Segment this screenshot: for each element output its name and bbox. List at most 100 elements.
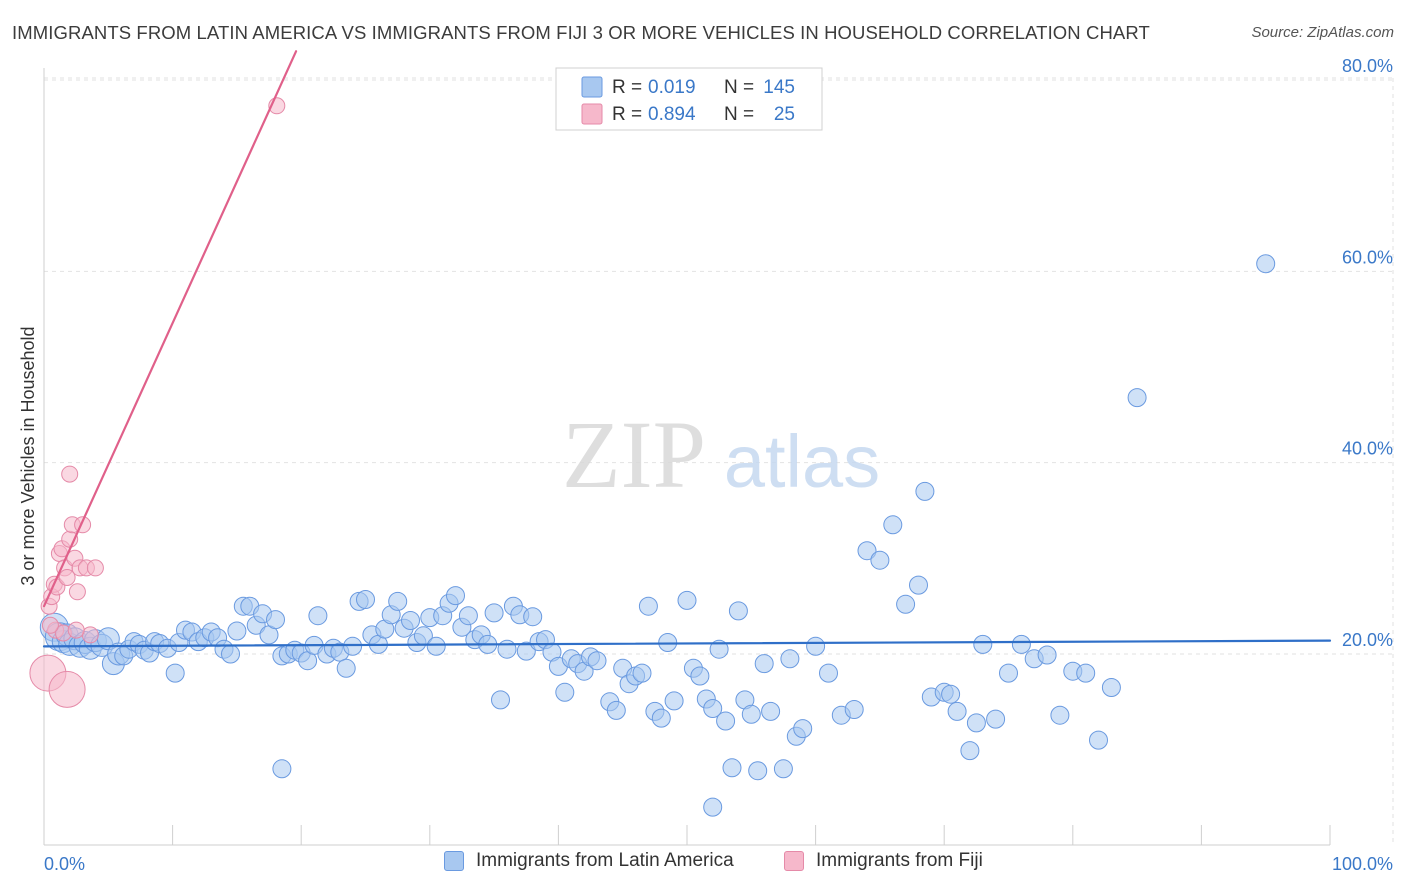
axes	[43, 68, 1331, 846]
point-latin-america-119	[806, 636, 826, 656]
stats-r-label-latin: R =	[612, 77, 642, 98]
point-latin-america-89	[587, 651, 607, 671]
point-latin-america-143	[1089, 730, 1108, 750]
point-latin-america-67	[446, 586, 465, 606]
legend-swatch-fiji	[784, 851, 804, 871]
stats-r-label-fiji: R =	[612, 104, 642, 125]
point-fiji-21	[67, 621, 85, 639]
point-latin-america-140	[1050, 705, 1070, 725]
y-tick-label-40: 40.0%	[1342, 439, 1393, 459]
point-fiji-8	[58, 569, 76, 586]
point-latin-america-125	[883, 515, 903, 535]
point-latin-america-132	[947, 701, 967, 721]
point-latin-america-106	[709, 639, 729, 659]
x-tick-label-0: 0.0%	[44, 854, 85, 874]
point-latin-america-46	[308, 606, 328, 626]
point-latin-america-64	[426, 636, 446, 656]
point-latin-america-50	[336, 658, 356, 678]
point-latin-america-51	[343, 636, 363, 656]
y-tick-label-60: 60.0%	[1342, 247, 1393, 267]
point-latin-america-75	[497, 639, 517, 659]
point-latin-america-103	[690, 666, 710, 686]
point-fiji-22	[48, 670, 86, 708]
y-tick-labels: 20.0% 40.0% 60.0% 80.0%	[1342, 56, 1393, 650]
point-latin-america-60	[401, 611, 420, 630]
point-latin-america-23	[165, 663, 185, 683]
point-latin-america-139	[1037, 645, 1057, 665]
point-latin-america-122	[844, 700, 864, 719]
point-latin-america-91	[606, 700, 626, 720]
point-latin-america-78	[516, 641, 536, 661]
point-latin-america-100	[664, 691, 684, 711]
point-latin-america-147	[703, 797, 723, 817]
point-latin-america-74	[491, 690, 510, 710]
point-latin-america-79	[523, 607, 543, 627]
legend-label-fiji: Immigrants from Fiji	[816, 850, 983, 871]
point-latin-america-123	[857, 541, 877, 561]
point-fiji-16	[81, 626, 99, 644]
trend-line-latin-america	[42, 639, 1332, 648]
point-latin-america-126	[896, 594, 916, 614]
stats-n-label-fiji: N =	[724, 104, 754, 125]
point-latin-america-101	[677, 590, 697, 610]
point-latin-america-118	[793, 719, 813, 739]
legend-swatch-latin-america	[444, 851, 464, 871]
point-latin-america-120	[819, 663, 838, 683]
chart-source: Source: ZipAtlas.com	[1251, 24, 1394, 41]
point-latin-america-39	[266, 610, 285, 630]
chart-title: IMMIGRANTS FROM LATIN AMERICA VS IMMIGRA…	[12, 22, 1150, 43]
point-latin-america-149	[966, 713, 986, 733]
stats-n-value-fiji: 25	[774, 104, 795, 125]
data-points	[29, 97, 1276, 817]
point-latin-america-146	[1256, 254, 1276, 274]
point-latin-america-32	[221, 644, 240, 664]
trend-lines	[42, 50, 1332, 648]
point-fiji-17	[86, 559, 104, 577]
point-latin-america-112	[748, 761, 768, 781]
point-latin-america-148	[272, 759, 292, 779]
point-latin-america-53	[356, 590, 375, 609]
point-latin-america-144	[1101, 678, 1121, 697]
point-latin-america-111	[741, 704, 761, 724]
watermark: ZIP atlas	[562, 401, 880, 508]
point-latin-america-58	[388, 591, 408, 611]
point-latin-america-135	[986, 709, 1006, 729]
point-latin-america-116	[780, 649, 800, 669]
y-tick-label-20: 20.0%	[1342, 630, 1393, 650]
point-latin-america-96	[638, 596, 658, 616]
point-latin-america-128	[915, 481, 935, 501]
legend-item-fiji[interactable]: Immigrants from Fiji	[784, 850, 983, 872]
point-fiji-24	[41, 616, 59, 634]
point-latin-america-115	[773, 759, 793, 779]
stats-n-label-latin: N =	[724, 77, 754, 98]
point-latin-america-142	[1076, 663, 1096, 683]
point-latin-america-136	[999, 663, 1018, 683]
stats-n-value-latin: 145	[763, 77, 795, 98]
stats-legend: R = 0.019 N = 145 R = 0.894 N = 25	[555, 67, 823, 131]
point-fiji-20	[61, 465, 79, 483]
point-latin-america-113	[754, 654, 774, 674]
stats-r-value-latin: 0.019	[648, 77, 696, 98]
series-legend: Immigrants from Latin America Immigrants…	[0, 850, 1406, 880]
stats-legend-swatch-latin	[581, 76, 603, 98]
point-latin-america-107	[716, 711, 736, 731]
point-latin-america-109	[728, 601, 748, 621]
stats-r-value-fiji: 0.894	[648, 104, 696, 125]
point-latin-america-108	[722, 758, 742, 778]
legend-item-latin-america[interactable]: Immigrants from Latin America	[444, 850, 734, 872]
point-latin-america-127	[909, 575, 928, 595]
point-latin-america-137	[1011, 634, 1031, 654]
point-latin-america-105	[703, 699, 723, 718]
y-axis-label: 3 or more Vehicles in Household	[18, 326, 38, 585]
point-latin-america-134	[973, 634, 993, 654]
point-latin-america-95	[632, 663, 652, 683]
watermark-atlas: atlas	[724, 420, 880, 503]
point-latin-america-114	[761, 701, 781, 721]
x-tick-label-100: 100.0%	[1332, 854, 1393, 874]
point-latin-america-145	[1127, 388, 1147, 408]
y-tick-label-80: 80.0%	[1342, 56, 1393, 76]
watermark-zip: ZIP	[562, 401, 706, 508]
point-latin-america-73	[484, 603, 504, 623]
point-latin-america-124	[870, 550, 890, 570]
